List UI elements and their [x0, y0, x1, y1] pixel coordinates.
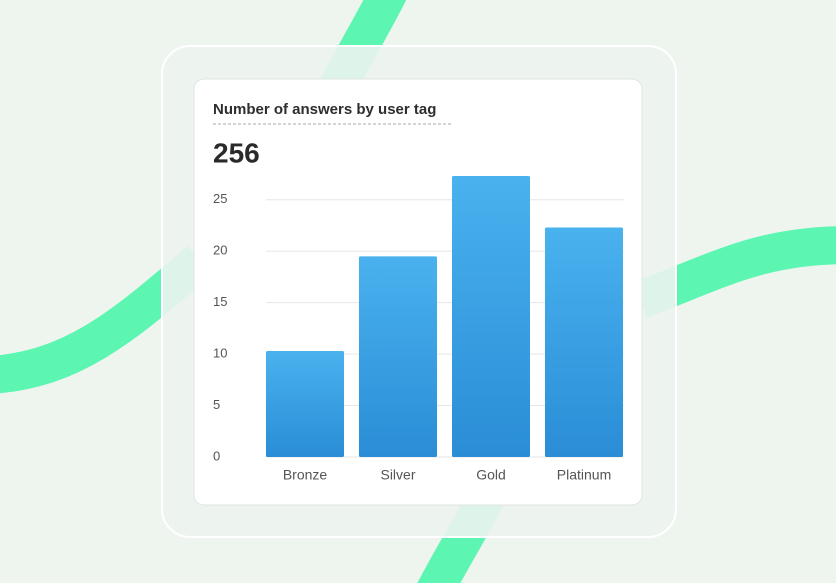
- bar: [452, 176, 530, 458]
- y-tick-label: 10: [213, 346, 227, 361]
- x-tick-label: Silver: [380, 467, 415, 483]
- y-tick-label: 25: [213, 191, 227, 206]
- x-tick-label: Bronze: [283, 467, 328, 483]
- y-tick-label: 15: [213, 294, 227, 309]
- bar: [545, 227, 623, 457]
- x-tick-label: Platinum: [557, 467, 611, 483]
- bar: [266, 351, 344, 457]
- y-tick-label: 5: [213, 397, 220, 412]
- total-value: 256: [213, 137, 260, 168]
- bar: [359, 256, 437, 457]
- y-tick-label: 20: [213, 243, 227, 258]
- chart-title: Number of answers by user tag: [213, 101, 436, 118]
- y-tick-label: 0: [213, 448, 220, 463]
- x-tick-label: Gold: [476, 467, 506, 483]
